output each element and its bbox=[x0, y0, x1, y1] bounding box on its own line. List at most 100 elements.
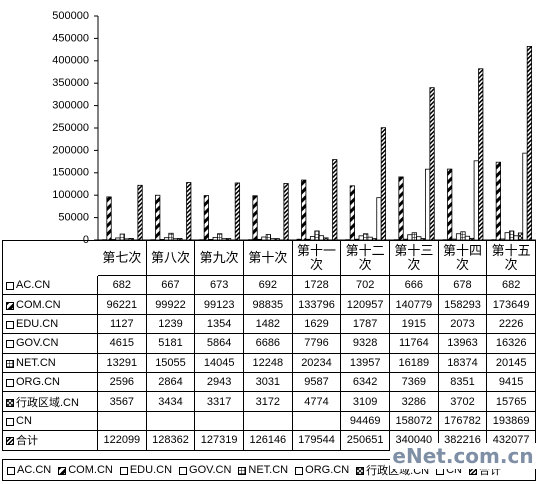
row-label: NET.CN bbox=[16, 356, 56, 369]
bar bbox=[429, 87, 435, 241]
table-value: 6686 bbox=[244, 334, 293, 354]
y-tick-label: 300000 bbox=[52, 100, 89, 112]
swatch-fill bbox=[6, 359, 14, 368]
swatch bbox=[356, 466, 365, 475]
row-label: AC.CN bbox=[16, 279, 51, 292]
swatch-fill bbox=[6, 282, 14, 291]
y-tick-label: 200000 bbox=[52, 144, 89, 156]
bar bbox=[137, 184, 143, 241]
table-value: 120957 bbox=[341, 295, 390, 315]
table-value: 16189 bbox=[390, 353, 439, 373]
swatch bbox=[6, 320, 14, 329]
bar bbox=[478, 68, 484, 241]
column-header: 第十次 bbox=[244, 240, 293, 276]
table-value: 14045 bbox=[195, 353, 244, 373]
table-value: 99123 bbox=[195, 295, 244, 315]
bar bbox=[128, 238, 134, 241]
table-value: 13957 bbox=[341, 353, 390, 373]
swatch-fill bbox=[119, 467, 128, 475]
legend-label: ORG.CN bbox=[305, 464, 350, 476]
table-value: 5864 bbox=[195, 334, 244, 354]
table-value: 133796 bbox=[292, 295, 342, 315]
bar bbox=[504, 232, 510, 241]
table-value: 20145 bbox=[487, 353, 536, 373]
table-value bbox=[244, 411, 293, 432]
table-value: 3031 bbox=[244, 373, 293, 393]
y-tick-label: 500000 bbox=[52, 10, 89, 22]
table-value: 96221 bbox=[98, 295, 147, 315]
row-header: GOV.CN bbox=[2, 334, 98, 354]
table-value: 126146 bbox=[244, 431, 293, 451]
swatch bbox=[6, 339, 14, 349]
row-header: 行政区域.CN bbox=[2, 392, 98, 412]
table-value: 6342 bbox=[341, 373, 390, 393]
table-value: 3109 bbox=[341, 392, 390, 412]
column-header: 第十三次 bbox=[390, 240, 439, 276]
row-label: 行政区域.CN bbox=[16, 396, 79, 409]
swatch bbox=[58, 466, 67, 475]
swatch-fill bbox=[6, 320, 14, 329]
row-header: EDU.CN bbox=[2, 314, 98, 335]
table-value: 1915 bbox=[390, 314, 439, 335]
row-label: EDU.CN bbox=[16, 317, 59, 330]
table-value: 122099 bbox=[98, 431, 147, 451]
bar bbox=[495, 161, 501, 241]
y-tick-label: 350000 bbox=[52, 77, 89, 89]
swatch-fill bbox=[6, 437, 14, 446]
column-header: 第十四次 bbox=[438, 240, 488, 276]
swatch-fill bbox=[6, 417, 14, 426]
bar bbox=[411, 232, 417, 241]
swatch bbox=[6, 436, 14, 446]
bar bbox=[447, 168, 453, 241]
bar bbox=[376, 197, 382, 241]
table-value: 18374 bbox=[438, 353, 488, 373]
bar bbox=[380, 127, 387, 241]
table-value: 1127 bbox=[98, 314, 147, 335]
y-tick-label: 250000 bbox=[52, 122, 89, 134]
table-value: 1354 bbox=[195, 314, 244, 335]
table-value: 176782 bbox=[438, 411, 488, 432]
y-tick-label: 100000 bbox=[52, 189, 89, 201]
row-label: GOV.CN bbox=[16, 337, 59, 350]
row-label: ORG.CN bbox=[16, 376, 60, 389]
swatch-fill bbox=[7, 467, 15, 475]
y-tick-label: 150000 bbox=[52, 167, 89, 179]
swatch-fill bbox=[6, 379, 14, 388]
table-value: 667 bbox=[146, 276, 196, 296]
bar bbox=[332, 159, 338, 241]
swatch-fill bbox=[356, 467, 365, 475]
legend-label: AC.CN bbox=[17, 464, 52, 476]
table-value: 13963 bbox=[438, 334, 488, 354]
table-value: 1728 bbox=[292, 276, 342, 296]
table-value: 140779 bbox=[390, 295, 439, 315]
legend-entry: GOV.CN bbox=[179, 464, 231, 476]
table-value: 179544 bbox=[292, 431, 342, 451]
swatch bbox=[238, 466, 247, 475]
row-label: 合计 bbox=[16, 435, 38, 448]
table-value: 2596 bbox=[98, 373, 147, 393]
bar bbox=[460, 231, 466, 241]
legend-entry: ORG.CN bbox=[295, 464, 349, 476]
table-value: 2864 bbox=[146, 373, 196, 393]
swatch bbox=[6, 359, 14, 368]
table-value: 7796 bbox=[292, 334, 342, 354]
bar bbox=[522, 152, 528, 241]
table-value: 3172 bbox=[244, 392, 293, 412]
table-value bbox=[292, 411, 342, 432]
table-value: 15765 bbox=[487, 392, 536, 412]
swatch bbox=[6, 417, 14, 426]
table-value: 94469 bbox=[341, 411, 390, 432]
legend-label: EDU.CN bbox=[129, 464, 173, 476]
table-value: 99922 bbox=[146, 295, 196, 315]
swatch bbox=[179, 466, 188, 475]
legend-label: NET.CN bbox=[248, 464, 289, 476]
legend-entry: AC.CN bbox=[7, 464, 51, 476]
bar bbox=[509, 230, 515, 241]
swatch-fill bbox=[6, 340, 14, 349]
y-tick-label: 400000 bbox=[52, 55, 89, 67]
table-value: 678 bbox=[438, 276, 488, 296]
column-header: 第十一次 bbox=[292, 240, 342, 276]
table-value: 1482 bbox=[244, 314, 293, 335]
swatch-fill bbox=[238, 467, 247, 475]
